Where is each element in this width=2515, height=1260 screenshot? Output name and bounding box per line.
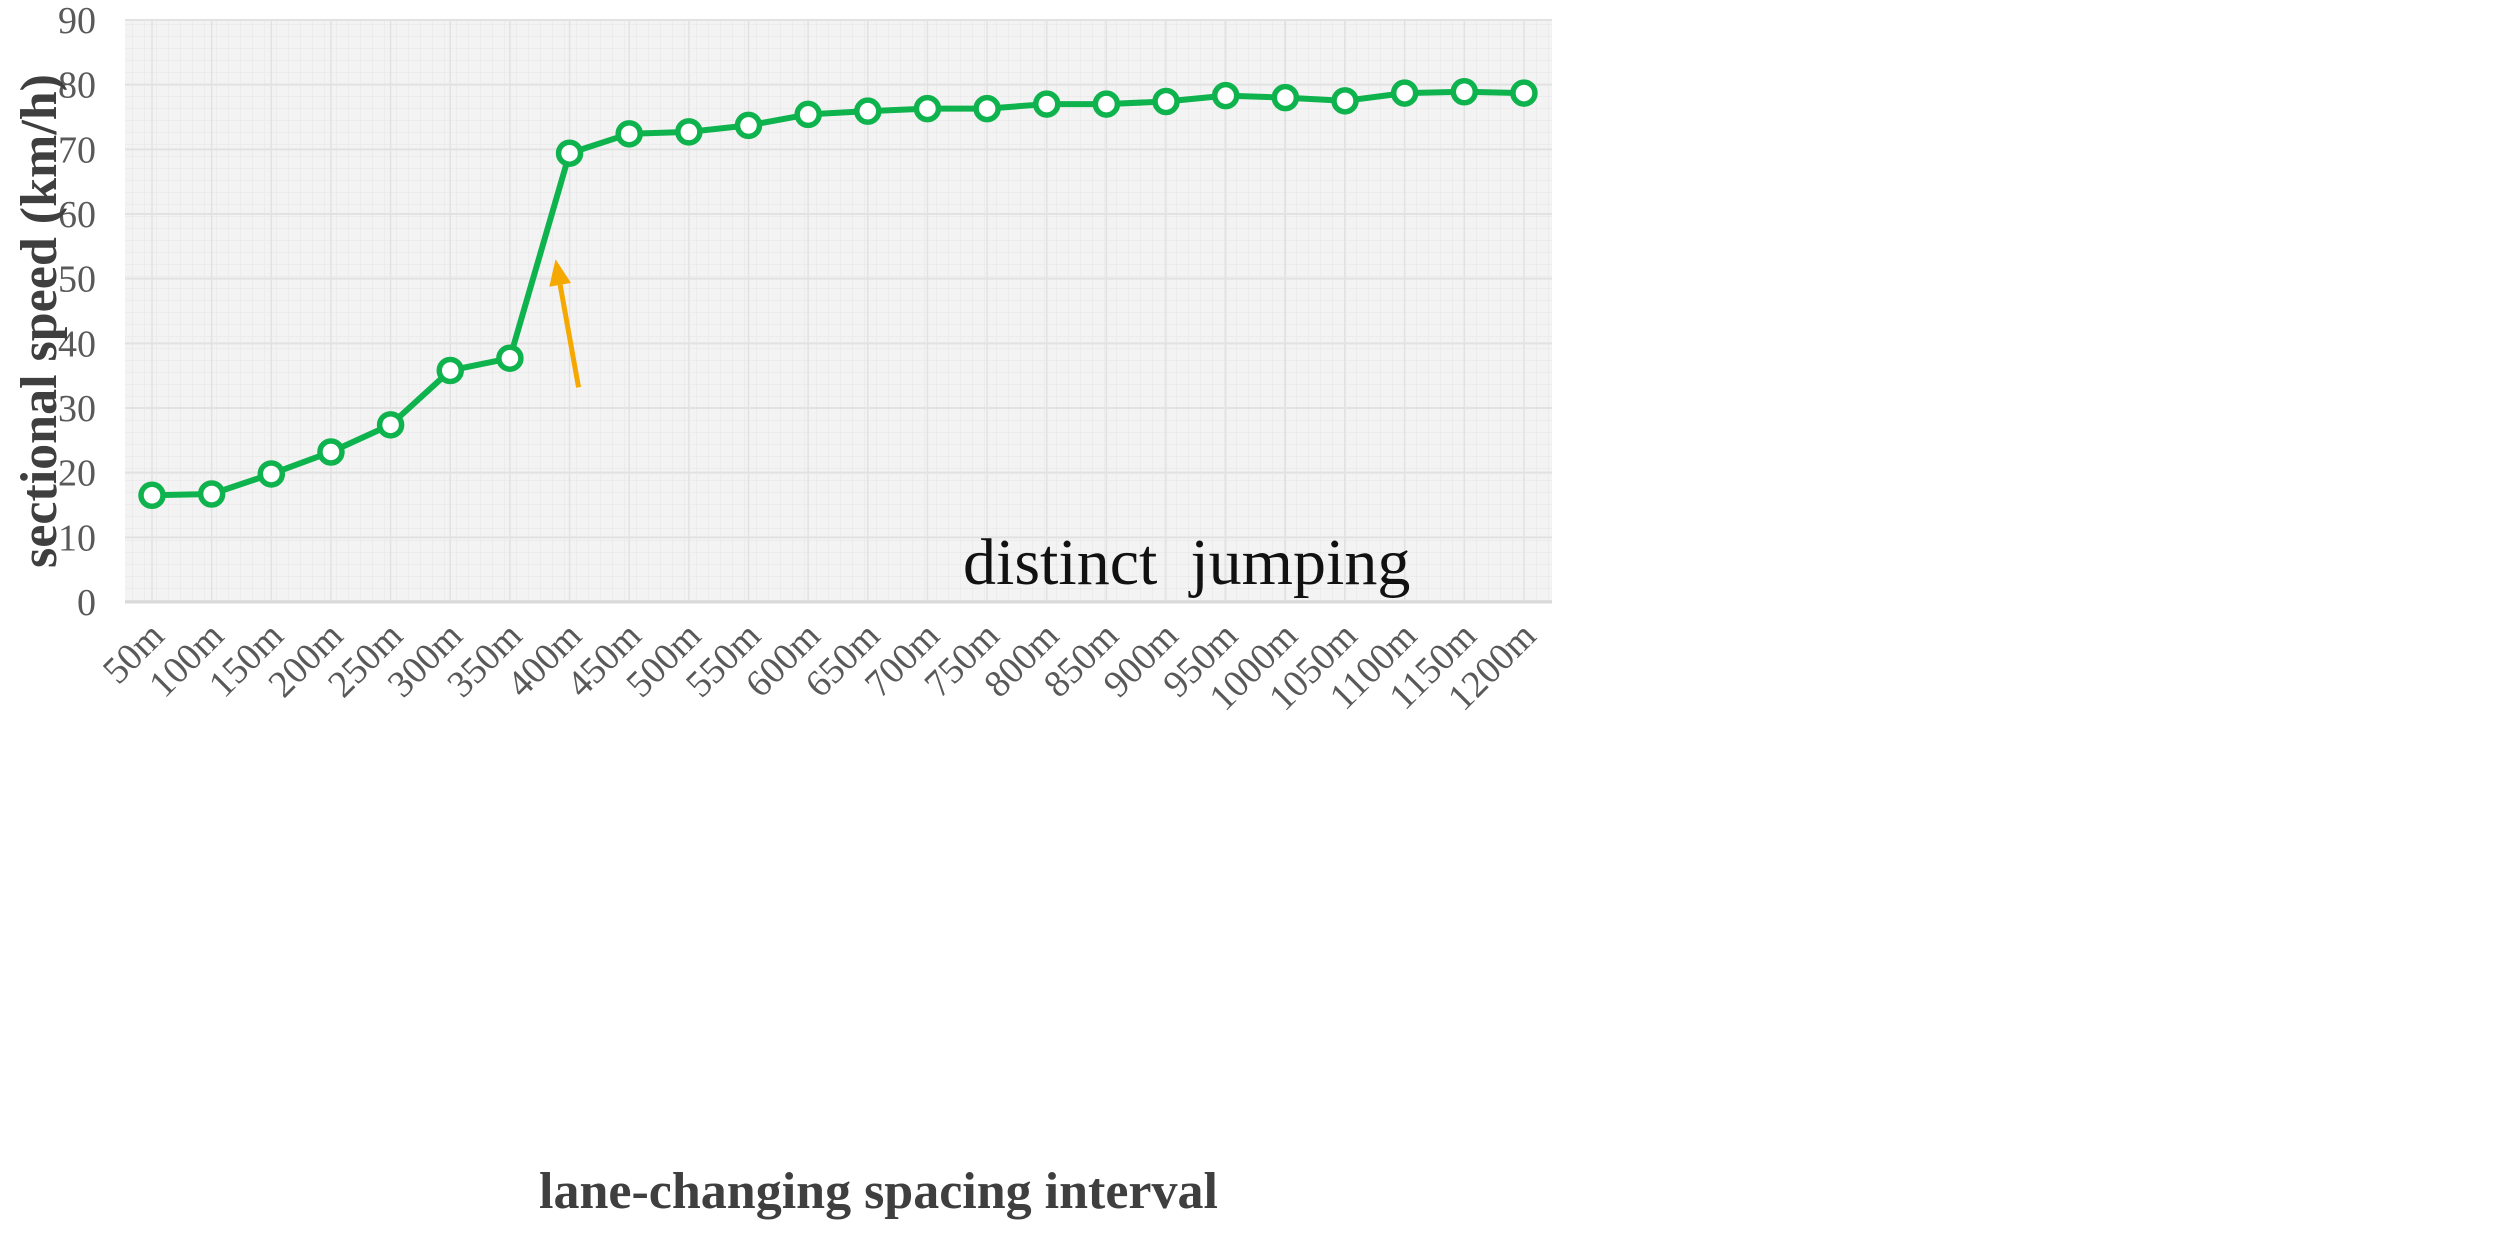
data-point bbox=[496, 344, 524, 372]
data-point bbox=[794, 100, 822, 129]
data-point bbox=[854, 97, 882, 125]
data-point bbox=[615, 120, 643, 148]
annotation-group: distinct jumping bbox=[549, 259, 1410, 599]
data-point bbox=[138, 481, 166, 510]
data-point bbox=[317, 438, 345, 466]
y-tick-label: 10 bbox=[58, 517, 96, 559]
data-point bbox=[376, 411, 405, 439]
data-point bbox=[973, 94, 1001, 123]
annotation-label: distinct jumping bbox=[963, 526, 1410, 599]
plot-grid-pattern bbox=[125, 20, 1552, 602]
y-tick-label: 20 bbox=[58, 453, 96, 495]
gridlines bbox=[125, 19, 1552, 602]
x-axis-title: lane-changing spacing interval bbox=[539, 1163, 1218, 1220]
annotation-arrow-shaft bbox=[557, 284, 582, 388]
y-tick-label: 30 bbox=[58, 388, 96, 430]
data-series bbox=[138, 78, 1538, 510]
y-tick-label: 40 bbox=[58, 323, 96, 365]
y-tick-label: 80 bbox=[58, 65, 96, 107]
y-tick-label: 50 bbox=[58, 259, 96, 301]
data-point bbox=[1092, 90, 1121, 118]
data-point bbox=[257, 460, 286, 488]
annotation-arrow-head bbox=[549, 259, 571, 287]
y-tick-label: 70 bbox=[58, 129, 96, 171]
data-point bbox=[1331, 87, 1359, 115]
data-point bbox=[1033, 90, 1061, 118]
y-tick-label: 0 bbox=[77, 582, 96, 624]
data-point bbox=[1211, 81, 1240, 110]
axes: 010203040506070809050m100m150m200m250m30… bbox=[58, 0, 1552, 719]
data-point bbox=[1152, 87, 1180, 116]
data-point bbox=[197, 480, 226, 508]
data-point bbox=[555, 139, 584, 167]
data-point bbox=[734, 111, 763, 140]
data-point bbox=[1271, 83, 1300, 112]
data-point bbox=[675, 118, 703, 146]
y-tick-label: 90 bbox=[58, 0, 96, 42]
data-point bbox=[913, 94, 942, 123]
y-tick-label: 60 bbox=[58, 194, 96, 236]
data-point bbox=[1390, 79, 1419, 107]
y-axis-title: sectional speed (km/h) bbox=[11, 74, 68, 568]
data-point bbox=[436, 356, 464, 385]
data-point bbox=[1450, 78, 1479, 106]
data-point bbox=[1510, 79, 1538, 107]
